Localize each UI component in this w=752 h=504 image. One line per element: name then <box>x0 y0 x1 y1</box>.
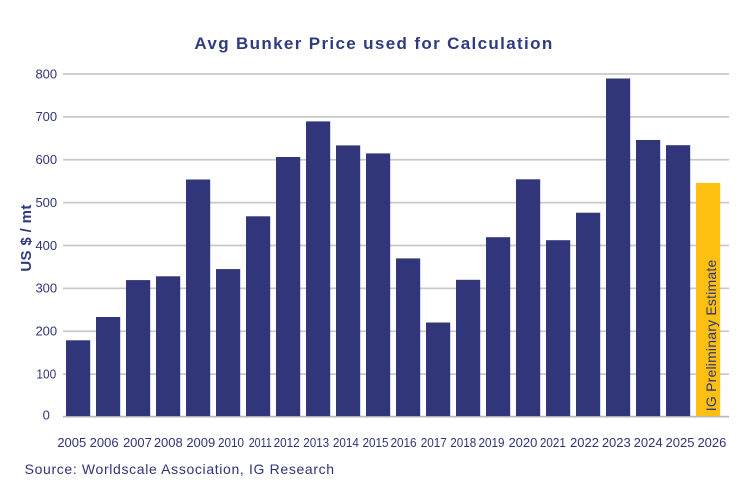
svg-text:IG Preliminary Estimate: IG Preliminary Estimate <box>703 260 719 412</box>
svg-text:200: 200 <box>35 324 57 339</box>
svg-text:2011: 2011 <box>249 435 272 450</box>
svg-text:2021: 2021 <box>540 435 566 450</box>
svg-text:2017: 2017 <box>421 435 447 450</box>
svg-text:2025: 2025 <box>666 435 695 450</box>
svg-text:2005: 2005 <box>57 435 86 450</box>
svg-text:2026: 2026 <box>697 435 726 450</box>
svg-text:2020: 2020 <box>508 435 537 450</box>
svg-text:600: 600 <box>35 152 57 167</box>
svg-text:100: 100 <box>36 366 56 381</box>
svg-text:800: 800 <box>35 66 57 81</box>
svg-text:2022: 2022 <box>570 435 599 450</box>
svg-text:Source: Worldscale Association: Source: Worldscale Association, IG Resea… <box>25 461 335 477</box>
svg-text:2018: 2018 <box>450 435 476 450</box>
svg-text:2009: 2009 <box>186 435 215 450</box>
svg-text:2015: 2015 <box>363 435 389 450</box>
svg-text:300: 300 <box>35 281 57 296</box>
svg-text:2023: 2023 <box>602 435 631 450</box>
svg-text:0: 0 <box>43 407 50 422</box>
svg-text:500: 500 <box>35 195 57 210</box>
svg-text:2008: 2008 <box>154 435 183 450</box>
svg-text:US $ / mt: US $ / mt <box>18 204 35 271</box>
svg-text:2016: 2016 <box>391 435 417 450</box>
svg-text:700: 700 <box>35 109 57 124</box>
svg-text:2024: 2024 <box>634 435 663 450</box>
svg-text:2010: 2010 <box>218 435 244 450</box>
svg-text:Avg Bunker Price used for Calc: Avg Bunker Price used for Calculation <box>194 34 553 53</box>
svg-text:400: 400 <box>35 238 57 253</box>
svg-text:2014: 2014 <box>333 435 359 450</box>
svg-text:2019: 2019 <box>479 435 505 450</box>
svg-text:2007: 2007 <box>123 435 152 450</box>
svg-text:2012: 2012 <box>274 435 300 450</box>
svg-text:2006: 2006 <box>90 435 119 450</box>
svg-text:2013: 2013 <box>303 435 329 450</box>
